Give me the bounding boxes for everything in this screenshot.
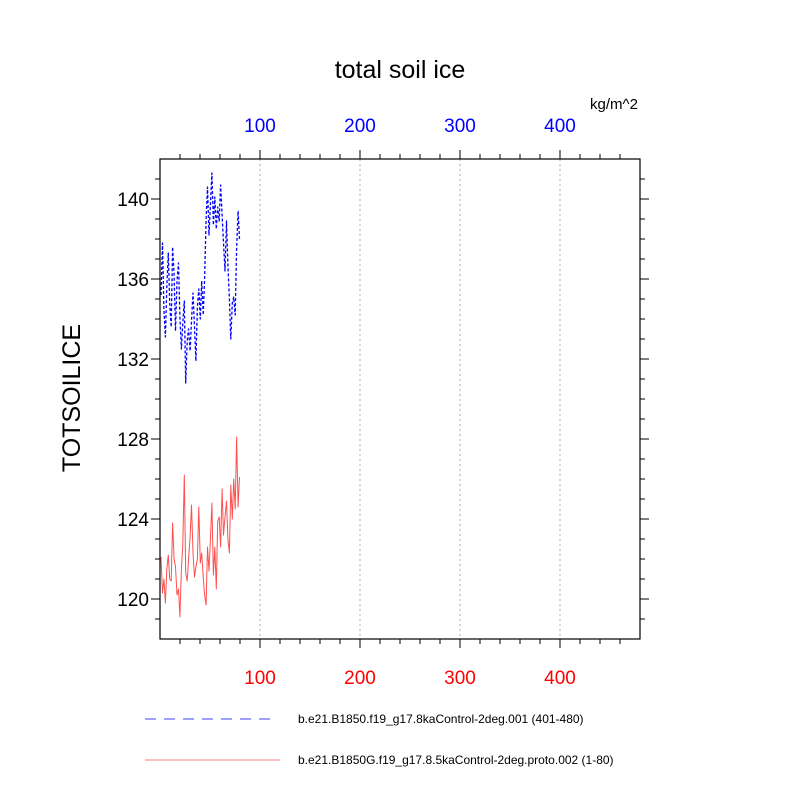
y-tick-label: 120 [117, 590, 149, 611]
x-axis-bottom-labels: 100 200 300 400 [244, 668, 576, 689]
x-bottom-tick-label: 300 [444, 668, 476, 689]
legend-label: b.e21.B1850.f19_g17.8kaControl-2deg.001 … [298, 712, 584, 726]
chart-title: total soil ice [335, 56, 466, 84]
y-tick-label: 136 [117, 270, 149, 291]
x-bottom-tick-label: 200 [344, 668, 376, 689]
y-tick-label: 124 [117, 510, 149, 531]
y-axis-labels: 120 124 128 132 136 140 [117, 190, 149, 611]
x-top-tick-label: 300 [444, 116, 476, 137]
grid-lines [259, 159, 561, 639]
series-line-1 [160, 436, 240, 618]
plot-frame [159, 158, 641, 640]
legend: b.e21.B1850.f19_g17.8kaControl-2deg.001 … [145, 712, 614, 767]
series-layer [160, 172, 241, 618]
x-bottom-tick-label: 100 [244, 668, 276, 689]
series-line-0 [160, 172, 241, 384]
y-tick-label: 132 [117, 350, 149, 371]
y-axis-label: TOTSOILICE [58, 324, 86, 472]
axis-ticks [151, 150, 649, 648]
units-label: kg/m^2 [590, 96, 638, 113]
legend-label: b.e21.B1850G.f19_g17.8.5kaControl-2deg.p… [298, 753, 614, 767]
x-top-tick-label: 200 [344, 116, 376, 137]
y-tick-label: 140 [117, 190, 149, 211]
x-axis-top-labels: 100 200 300 400 [244, 116, 576, 137]
x-bottom-tick-label: 400 [544, 668, 576, 689]
x-top-tick-label: 400 [544, 116, 576, 137]
x-top-tick-label: 100 [244, 116, 276, 137]
y-tick-label: 128 [117, 430, 149, 451]
